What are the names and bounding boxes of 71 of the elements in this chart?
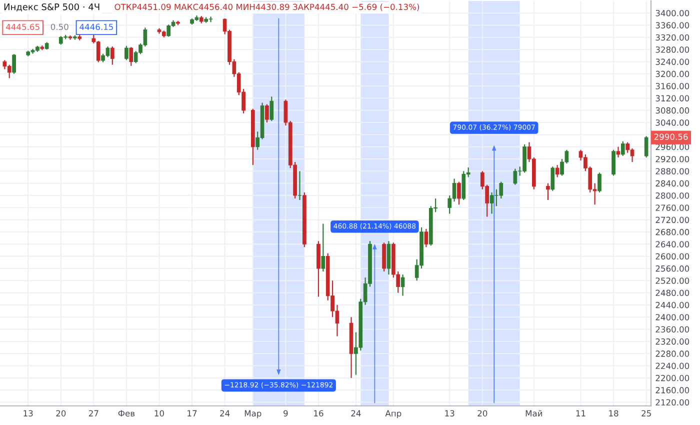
y-tick-label: 2280.00 (656, 350, 690, 357)
x-tick-label: Мар (244, 410, 262, 418)
candlestick (555, 164, 560, 178)
x-tick-label: 16 (314, 410, 324, 416)
candlestick (12, 54, 16, 74)
y-tick-label: 2480.00 (656, 290, 690, 296)
y-tick-label: 2800.00 (656, 192, 690, 199)
x-tick-label: Апр (385, 410, 402, 418)
y-tick-label: 2880.00 (656, 168, 690, 174)
x-tick-label: 11 (576, 410, 586, 416)
candlestick (620, 140, 625, 156)
x-tick-label: 20 (56, 410, 66, 416)
y-tick-label: 3360.00 (656, 22, 690, 28)
y-tick-label: 2240.00 (656, 362, 690, 370)
y-tick-label: 2360.00 (656, 326, 690, 333)
y-tick-label: 2520.00 (656, 278, 690, 284)
annotation: 4445.65 (6, 24, 40, 30)
x-tick-label: 13 (445, 410, 454, 416)
candlestick (546, 182, 550, 201)
y-tick-label: 2160.00 (656, 387, 690, 394)
candlestick (550, 166, 555, 192)
y-tick-label: 3320.00 (656, 34, 690, 41)
y-tick-label: 2960.00 (656, 144, 690, 150)
x-tick-label: Май (526, 410, 542, 416)
annotation: 2990.56 (654, 134, 688, 140)
candlestick (110, 46, 114, 66)
y-tick-label: 2840.00 (656, 180, 690, 187)
y-tick-label: 2720.00 (656, 216, 690, 224)
candlestick (424, 228, 428, 248)
x-tick-label: 20 (478, 410, 488, 416)
x-tick-label: 17 (188, 410, 197, 416)
x-tick-label: 25 (642, 410, 651, 416)
x-tick-label: 9 (284, 410, 288, 416)
y-tick-label: 2680.00 (656, 228, 690, 236)
y-tick-label: 2640.00 (656, 241, 690, 248)
x-tick-label: 13 (24, 410, 33, 416)
candlestick (612, 149, 616, 176)
candlestick (124, 45, 128, 61)
y-tick-label: 3240.00 (656, 58, 690, 65)
y-tick-label: 2760.00 (656, 204, 690, 211)
candlestick (598, 172, 602, 193)
x-tick-label: 10 (154, 410, 164, 416)
candlestick (129, 46, 134, 66)
annotation: 0.50 (50, 24, 68, 30)
x-tick-label: 18 (609, 410, 618, 416)
x-tick-label: 24 (351, 410, 361, 416)
y-tick-label: 3040.00 (656, 119, 690, 126)
y-tick-label: 2560.00 (656, 265, 690, 272)
y-tick-label: 2200.00 (656, 374, 690, 382)
candlestick (644, 136, 648, 158)
y-tick-label: 2920.00 (656, 156, 690, 162)
chart-title: Индекс S&P 500 · 4Ч (4, 3, 100, 12)
y-tick-label: 2600.00 (656, 253, 690, 260)
candlestick (400, 274, 405, 296)
y-tick-label: 2400.00 (656, 314, 690, 320)
x-tick-label: 24 (220, 410, 230, 416)
y-tick-label: 3200.00 (656, 70, 690, 78)
chart-subtitle: ОТКР4451.09 МАКС4456.40 МИН4430.89 ЗАКР4445.40 −5.69 (−0.13%) (114, 4, 420, 12)
y-tick-label: 3080.00 (656, 107, 690, 114)
candlestick (457, 181, 461, 206)
x-tick-label: Фев (118, 410, 135, 416)
y-tick-label: 3160.00 (656, 82, 690, 90)
y-tick-label: 3400.00 (656, 10, 690, 16)
y-tick-label: 2320.00 (656, 338, 690, 345)
annotation: 4446.15 (80, 24, 113, 30)
y-tick-label: 3120.00 (656, 95, 690, 102)
y-tick-label: 2440.00 (656, 302, 690, 308)
candlestick (616, 146, 620, 158)
x-tick-label: 27 (88, 410, 98, 416)
y-tick-label: 2120.00 (656, 399, 690, 406)
y-tick-label: 3280.00 (656, 46, 690, 53)
